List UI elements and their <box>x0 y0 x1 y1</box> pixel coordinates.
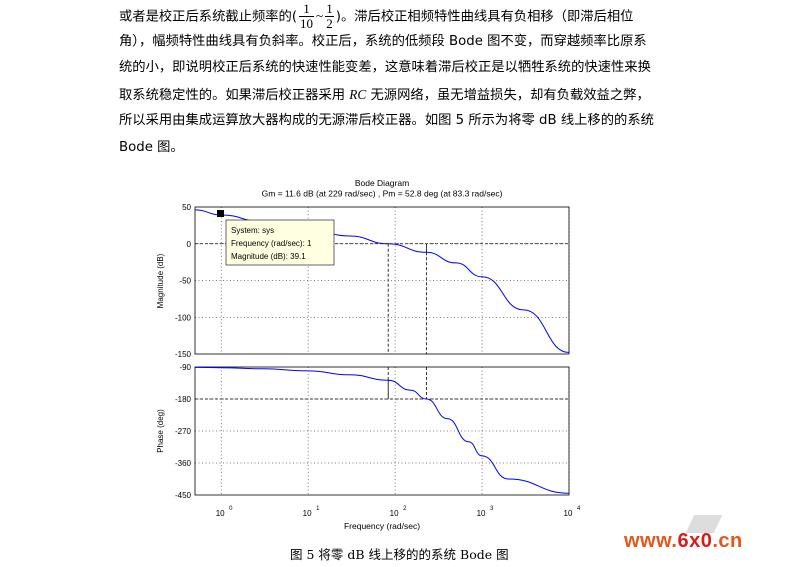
text-line-1: 或者是校正后系统截止频率的(1 10 ~1 2)。滞后校正相频特性曲线具有负相移（即滞… <box>119 2 719 31</box>
text-segment: 无源网络，虽无增益损失，却有负载效益之弊， <box>366 87 650 103</box>
datatip-marker[interactable] <box>217 210 224 217</box>
text-segment: 或者是校正后系统截止频率的( <box>119 9 298 25</box>
tick-label-base: 10 <box>216 509 225 518</box>
datatip-line-system: System: sys <box>231 226 274 235</box>
tick-label-base: 10 <box>390 509 399 518</box>
tick-label: -180 <box>175 395 192 404</box>
figure-caption: 图 5 将零 dB 线上移的的系统 Bode 图 <box>290 547 509 562</box>
tick-label: 50 <box>182 203 191 212</box>
fraction-one-tenth: 1 10 <box>299 2 315 31</box>
text-segment: 取系统稳定性的。如果滞后校正器采用 <box>119 87 350 103</box>
rc-symbol: RC <box>349 86 367 102</box>
tick-label-exponent: 0 <box>229 506 233 512</box>
datatip-line-magnitude: Magnitude (dB): 39.1 <box>231 252 306 261</box>
text-line-2: 角），幅频特性曲线具有负斜率。校正后，系统的低频段 Bode 图不变，而穿越频率… <box>119 33 647 49</box>
text-segment: )。滞后校正相频特性曲线具有负相移（即滞后相位 <box>335 9 634 25</box>
phase-margin-markers <box>195 367 569 400</box>
tick-label-exponent: 3 <box>490 506 494 512</box>
text-line-4: 取系统稳定性的。如果滞后校正器采用 RC 无源网络，虽无增益损失，却有负载效益之… <box>119 82 719 109</box>
tick-label: -50 <box>179 277 191 286</box>
magnitude-tick-labels: 50 0 -50 -100 -150 <box>175 203 192 359</box>
tick-label: -150 <box>175 350 192 359</box>
watermark-prefix: www. <box>624 530 678 552</box>
tick-label: -360 <box>175 459 192 468</box>
chart-subtitle: Gm = 11.6 dB (at 229 rad/sec) , Pm = 52.… <box>262 189 503 199</box>
text-line-3: 统的小，即说明校正后系统的快速性能变差，这意味着滞后校正是以牺牲系统的快速性来换 <box>119 60 651 76</box>
tick-label: -90 <box>179 363 191 372</box>
tick-label: 0 <box>187 240 192 249</box>
tick-label: -100 <box>175 313 192 322</box>
tick-label: -270 <box>175 427 192 436</box>
tick-label-base: 10 <box>303 509 312 518</box>
text-line-6: Bode 图。 <box>119 139 184 155</box>
chart-title: Bode Diagram <box>355 178 409 188</box>
phase-panel: -90 -180 -270 -360 -450 Phase (deg) <box>156 363 570 500</box>
datatip-line-frequency: Frequency (rad/sec): 1 <box>231 239 312 248</box>
body-paragraph: 或者是校正后系统截止频率的(1 10 ~1 2)。滞后校正相频特性曲线具有负相移（即滞… <box>119 2 719 162</box>
datatip-box <box>225 219 335 266</box>
magnitude-ylabel: Magnitude (dB) <box>156 253 165 308</box>
watermark-brand: 6x0 <box>677 530 713 552</box>
phase-ylabel: Phase (deg) <box>156 409 165 453</box>
tilde-symbol: ~ <box>316 8 324 24</box>
watermark-suffix: .cn <box>712 530 743 552</box>
tick-label-base: 10 <box>564 509 573 518</box>
phase-curve <box>194 366 570 494</box>
phase-tick-labels: -90 -180 -270 -360 -450 <box>175 363 192 500</box>
tick-label-exponent: 1 <box>316 506 320 512</box>
tick-label-base: 10 <box>477 509 486 518</box>
text-line-5: 所以采用由集成运算放大器构成的无源滞后校正器。如图 5 所示为将零 dB 线上移… <box>119 113 654 129</box>
frequency-tick-labels: 10 0 10 1 10 2 10 3 10 4 <box>216 506 581 518</box>
fraction-numerator: 1 <box>299 2 315 17</box>
frequency-xlabel: Frequency (rad/sec) <box>344 521 420 531</box>
magnitude-panel: 50 0 -50 -100 -150 Magnitude (dB) <box>156 203 570 359</box>
tick-label-exponent: 4 <box>577 506 581 512</box>
fraction-numerator: 1 <box>325 1 334 17</box>
tick-label: -450 <box>175 491 192 500</box>
fraction-denominator: 2 <box>326 16 333 31</box>
tick-label-exponent: 2 <box>403 506 407 512</box>
fraction-denominator: 10 <box>300 16 314 31</box>
datatip[interactable]: System: sys Frequency (rad/sec): 1 Magni… <box>217 210 335 266</box>
watermark: www.6x0.cn <box>624 530 743 553</box>
